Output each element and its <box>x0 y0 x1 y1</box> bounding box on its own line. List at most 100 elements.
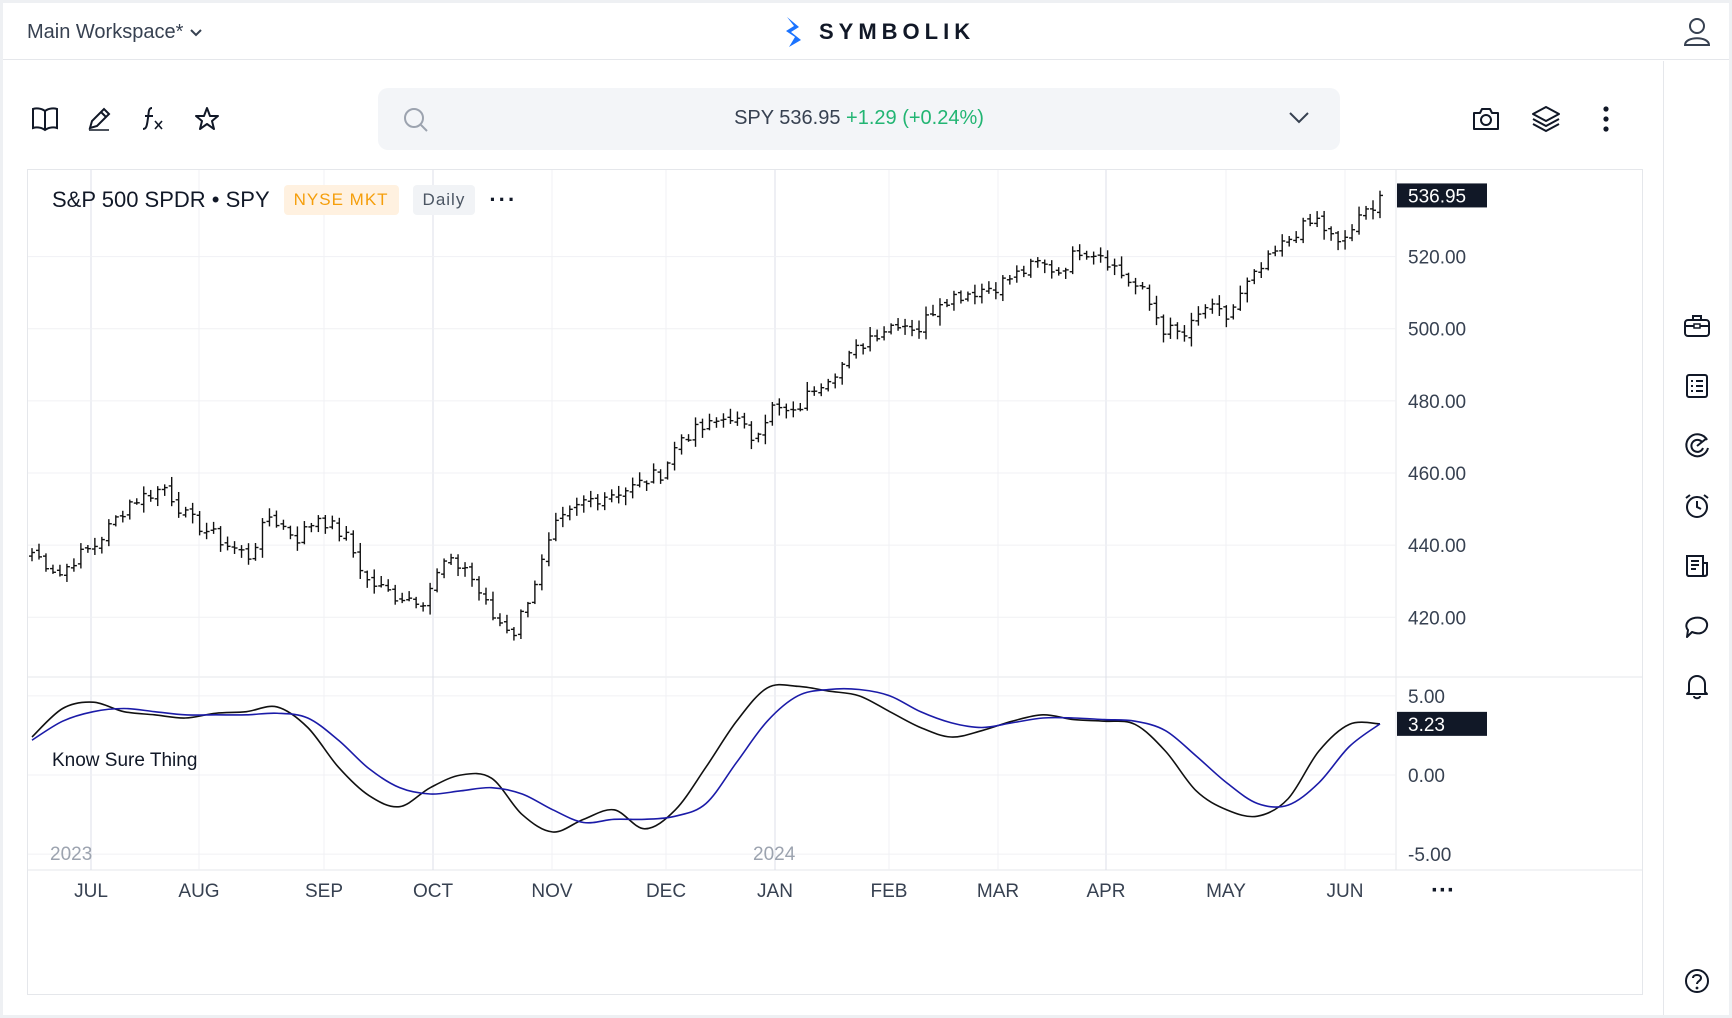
ohlc-bar <box>1006 275 1013 285</box>
ohlc-bar <box>1041 259 1048 274</box>
ohlc-bar <box>273 510 280 528</box>
ohlc-bar <box>301 521 308 545</box>
symbol-search[interactable]: SPY 536.95 +1.29 (+0.24%) <box>378 88 1340 150</box>
news-icon[interactable] <box>1682 551 1712 581</box>
ohlc-bar <box>629 477 636 499</box>
camera-icon[interactable] <box>1468 101 1504 137</box>
star-icon[interactable] <box>189 101 225 137</box>
x-month-label: JAN <box>757 881 793 902</box>
interval-selector[interactable]: Daily <box>412 185 476 215</box>
ohlc-bar <box>622 487 629 506</box>
last-price-tag <box>1397 183 1487 208</box>
ohlc-bar <box>29 548 35 562</box>
ohlc-bar <box>776 398 783 416</box>
alarm-icon[interactable] <box>1682 491 1712 521</box>
ohlc-bar <box>147 489 154 502</box>
legend-more-button[interactable]: ··· <box>489 187 518 212</box>
ohlc-bar <box>1188 312 1195 347</box>
ohlc-bar <box>1265 250 1272 271</box>
ohlc-bar <box>804 381 811 411</box>
pencil-icon[interactable] <box>81 101 117 137</box>
ohlc-bar <box>252 543 259 561</box>
ohlc-bar <box>678 434 685 455</box>
ohlc-bar <box>503 614 510 634</box>
ohlc-bar <box>1244 277 1251 303</box>
ohlc-bar <box>357 542 364 579</box>
ohlc-bar <box>566 505 573 521</box>
book-icon[interactable] <box>27 101 63 137</box>
ohlc-bar <box>825 378 832 392</box>
briefcase-icon[interactable] <box>1682 311 1712 341</box>
exchange-badge: NYSE MKT <box>283 185 399 215</box>
ohlc-bar <box>413 596 420 609</box>
ohlc-bar <box>1237 285 1244 311</box>
more-vertical-icon[interactable] <box>1588 101 1624 137</box>
kst-y-tick-label: -5.00 <box>1408 845 1451 866</box>
ohlc-bar <box>1097 247 1104 263</box>
ohlc-bar <box>280 519 287 530</box>
symbol-quote: SPY 536.95 +1.29 (+0.24%) <box>378 107 1340 130</box>
user-icon[interactable] <box>1683 17 1711 52</box>
ohlc-bar <box>112 515 119 527</box>
ohlc-bar <box>916 320 923 339</box>
ohlc-bar <box>881 326 888 341</box>
ohlc-bar <box>874 329 881 342</box>
app-window: Main Workspace* SYMBOLIK SPY <box>3 3 1729 1015</box>
function-icon[interactable] <box>135 101 171 137</box>
ohlc-bar <box>755 432 762 443</box>
ohlc-bar <box>594 494 601 511</box>
ohlc-bar <box>496 613 503 627</box>
ohlc-bar <box>1328 226 1335 241</box>
y-tick-label: 480.00 <box>1408 392 1466 413</box>
ohlc-bar <box>929 304 936 317</box>
ohlc-bar <box>671 441 678 471</box>
y-tick-label: 420.00 <box>1408 608 1466 629</box>
ohlc-bar <box>895 318 902 331</box>
ohlc-bar <box>1202 304 1209 319</box>
ohlc-bar <box>371 569 378 594</box>
help-icon[interactable] <box>1682 966 1712 996</box>
chevron-down-icon <box>190 28 203 36</box>
ohlc-bar <box>161 484 168 496</box>
chevron-down-icon[interactable] <box>1288 110 1310 126</box>
x-month-label: MAR <box>977 881 1019 902</box>
ohlc-bar <box>266 508 273 527</box>
ohlc-bar <box>727 408 734 424</box>
x-month-label: AUG <box>178 881 219 902</box>
list-icon[interactable] <box>1682 371 1712 401</box>
workspace-selector[interactable]: Main Workspace* <box>27 21 203 44</box>
ohlc-bar <box>601 492 608 511</box>
ohlc-bar <box>1139 281 1146 290</box>
chart-area[interactable]: JUL AUG SEP OCT NOV DEC JAN FEB MAR APR MAY JUN 2023… <box>27 169 1643 995</box>
right-sidebar <box>1663 61 1729 1015</box>
ohlc-bar <box>1223 305 1230 328</box>
bell-icon[interactable] <box>1682 671 1712 701</box>
ohlc-bar <box>943 299 950 308</box>
ohlc-bar <box>462 562 469 577</box>
ohlc-bar <box>909 319 916 337</box>
ohlc-bar <box>489 591 496 621</box>
ohlc-bar <box>936 298 943 326</box>
ohlc-bar <box>482 587 489 605</box>
ohlc-bar <box>1111 258 1118 276</box>
kst-y-tick-label: 5.00 <box>1408 687 1445 708</box>
top-bar: Main Workspace* SYMBOLIK <box>3 3 1729 60</box>
layers-icon[interactable] <box>1528 101 1564 137</box>
ohlc-bar <box>182 506 189 518</box>
ohlc-bar <box>1300 217 1307 244</box>
ohlc-bar <box>797 402 804 412</box>
ohlc-bar <box>343 526 350 541</box>
axis-more-button[interactable]: ··· <box>1431 877 1455 904</box>
ohlc-bar <box>119 510 126 523</box>
ohlc-bar <box>1377 190 1383 219</box>
ohlc-bar <box>1125 272 1132 287</box>
ohlc-bar <box>84 545 91 553</box>
ohlc-bar <box>692 417 699 447</box>
chat-icon[interactable] <box>1682 611 1712 641</box>
ohlc-bar <box>217 526 224 552</box>
radar-icon[interactable] <box>1682 431 1712 461</box>
ohlc-bar <box>385 579 392 592</box>
chart-svg[interactable]: JUL AUG SEP OCT NOV DEC JAN FEB MAR APR MAY JUN 2023… <box>28 170 1642 994</box>
ohlc-bar <box>420 602 427 612</box>
ohlc-bar <box>1132 277 1139 295</box>
